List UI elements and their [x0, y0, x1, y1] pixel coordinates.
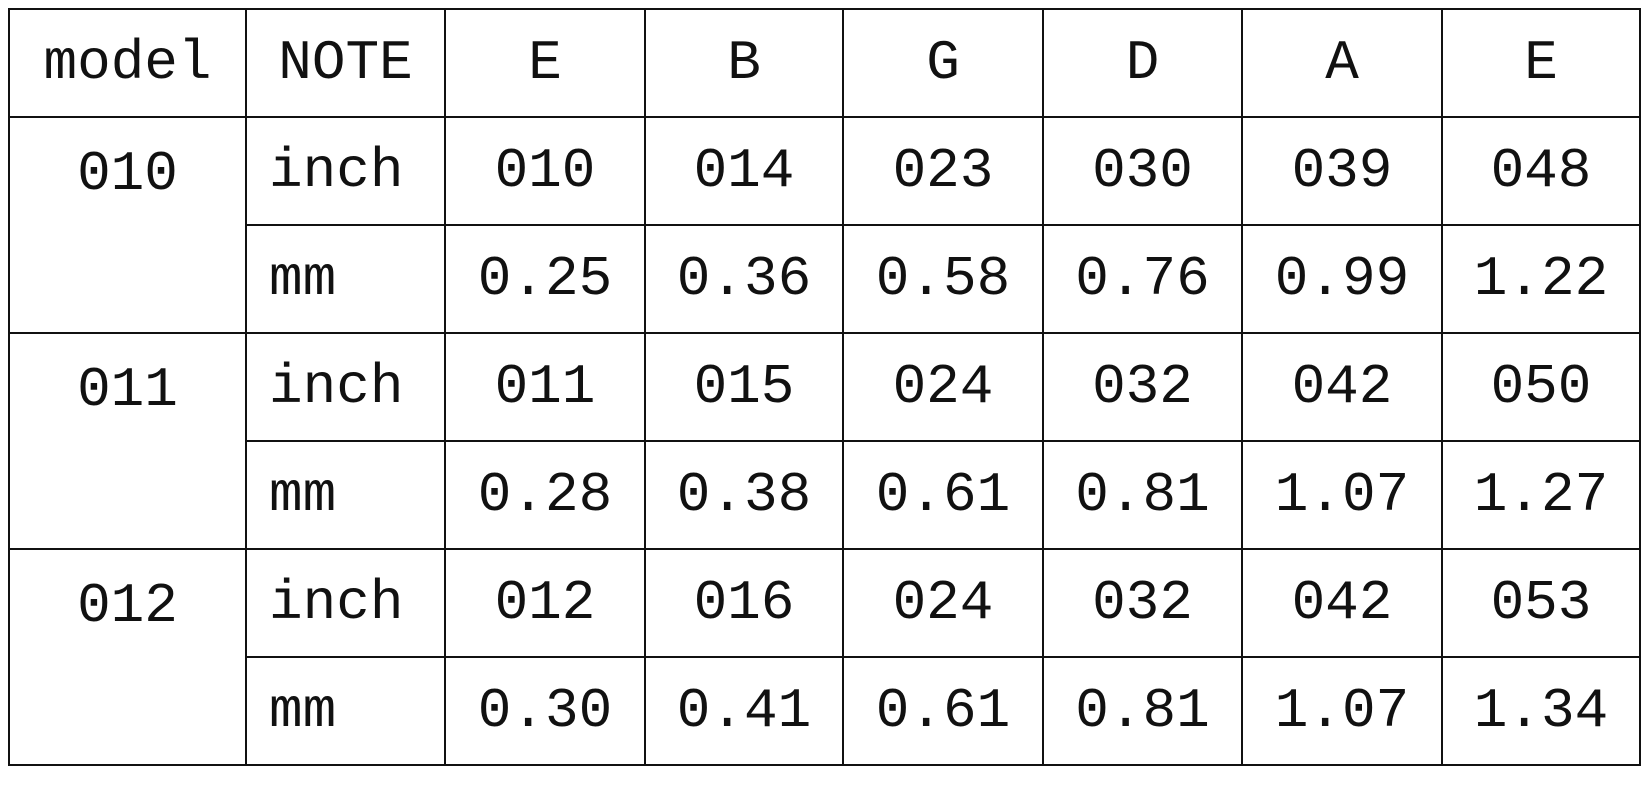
- value-cell: 050: [1441, 332, 1641, 442]
- value-cell: 0.38: [644, 440, 844, 550]
- model-cell: 012: [8, 548, 247, 766]
- unit-cell: inch: [245, 116, 446, 226]
- value-cell: 0.30: [444, 656, 646, 766]
- unit-cell: mm: [245, 224, 446, 334]
- table-wrap: model NOTE E B G D A E 010 inch 010 014 023 030 039 048…: [8, 8, 1641, 766]
- value-cell: 023: [842, 116, 1044, 226]
- data-row: mm 0.25 0.36 0.58 0.76 0.99 1.22: [9, 224, 1641, 334]
- value-cell: 0.61: [842, 656, 1044, 766]
- unit-cell: mm: [245, 440, 446, 550]
- header-cell: G: [842, 8, 1044, 118]
- header-cell: D: [1042, 8, 1243, 118]
- header-cell: A: [1241, 8, 1443, 118]
- header-cell: B: [644, 8, 844, 118]
- model-cell: 010: [8, 116, 247, 334]
- value-cell: 1.07: [1241, 656, 1443, 766]
- unit-cell: inch: [245, 548, 446, 658]
- value-cell: 0.81: [1042, 440, 1243, 550]
- value-cell: 032: [1042, 332, 1243, 442]
- value-cell: 030: [1042, 116, 1243, 226]
- value-cell: 0.99: [1241, 224, 1443, 334]
- value-cell: 053: [1441, 548, 1641, 658]
- header-cell: E: [444, 8, 646, 118]
- value-cell: 0.28: [444, 440, 646, 550]
- data-row: mm 0.28 0.38 0.61 0.81 1.07 1.27: [9, 440, 1641, 550]
- header-cell: E: [1441, 8, 1641, 118]
- data-row: 010 inch 010 014 023 030 039 048: [8, 116, 1641, 334]
- data-row: 011 inch 011 015 024 032 042 050: [8, 332, 1641, 550]
- value-cell: 0.61: [842, 440, 1044, 550]
- value-cell: 015: [644, 332, 844, 442]
- value-cell: 042: [1241, 548, 1443, 658]
- value-cell: 042: [1241, 332, 1443, 442]
- value-cell: 014: [644, 116, 844, 226]
- model-cell: 011: [8, 332, 247, 550]
- header-cell: NOTE: [245, 8, 446, 118]
- data-row: mm 0.30 0.41 0.61 0.81 1.07 1.34: [9, 656, 1641, 766]
- data-row: 012 inch 012 016 024 032 042 053: [8, 548, 1641, 766]
- value-cell: 032: [1042, 548, 1243, 658]
- value-cell: 0.81: [1042, 656, 1243, 766]
- header-row: model NOTE E B G D A E: [8, 8, 1641, 118]
- value-cell: 016: [644, 548, 844, 658]
- value-cell: 010: [444, 116, 646, 226]
- spec-table: model NOTE E B G D A E 010 inch 010 014 023 030 039 048…: [8, 8, 1641, 766]
- value-cell: 1.27: [1441, 440, 1641, 550]
- value-cell: 024: [842, 548, 1044, 658]
- value-cell: 011: [444, 332, 646, 442]
- value-cell: 0.36: [644, 224, 844, 334]
- value-cell: 1.34: [1441, 656, 1641, 766]
- value-cell: 024: [842, 332, 1044, 442]
- value-cell: 0.58: [842, 224, 1044, 334]
- value-cell: 0.25: [444, 224, 646, 334]
- value-cell: 012: [444, 548, 646, 658]
- value-cell: 1.22: [1441, 224, 1641, 334]
- value-cell: 0.76: [1042, 224, 1243, 334]
- value-cell: 1.07: [1241, 440, 1443, 550]
- unit-cell: mm: [245, 656, 446, 766]
- value-cell: 039: [1241, 116, 1443, 226]
- header-cell: model: [8, 8, 247, 118]
- unit-cell: inch: [245, 332, 446, 442]
- value-cell: 0.41: [644, 656, 844, 766]
- value-cell: 048: [1441, 116, 1641, 226]
